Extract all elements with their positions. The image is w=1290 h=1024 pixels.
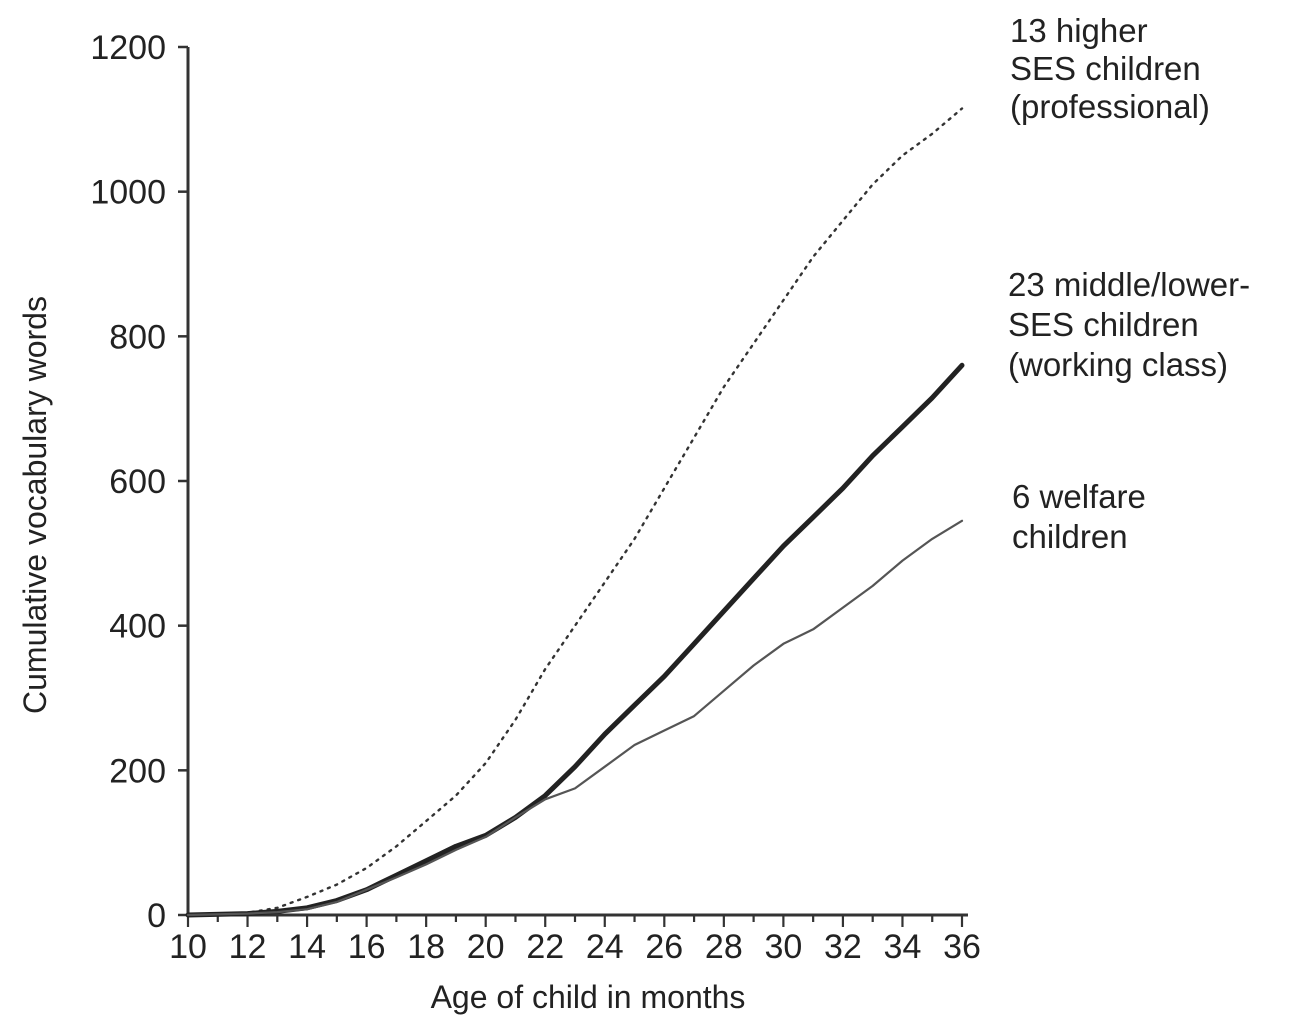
x-tick-label: 12 [229, 928, 267, 966]
x-tick-label: 30 [764, 928, 802, 966]
x-tick-label: 10 [169, 928, 207, 966]
y-tick-label: 400 [109, 608, 166, 646]
x-tick-label: 22 [526, 928, 564, 966]
x-axis-title: Age of child in months [431, 979, 746, 1015]
series-label-line: (professional) [1010, 88, 1210, 125]
series-label-2: 23 middle/lower-SES children(working cla… [1008, 266, 1250, 383]
x-tick-label: 34 [884, 928, 922, 966]
series-label-line: 13 higher [1010, 12, 1148, 49]
x-tick-label: 24 [586, 928, 624, 966]
axes: 0 200 400 600 800 1000 1200 10 12 14 16 18 20 22 24 26 2… [17, 29, 981, 1015]
y-tick-label: 1000 [90, 174, 166, 212]
y-axis-title: Cumulative vocabulary words [17, 296, 53, 714]
x-tick-label: 16 [348, 928, 386, 966]
y-tick-label: 1200 [90, 29, 166, 67]
series-label-line: SES children [1010, 50, 1201, 87]
x-tick-label: 18 [407, 928, 445, 966]
x-tick-label: 26 [645, 928, 683, 966]
x-tick-label: 14 [288, 928, 326, 966]
series-label-line: SES children [1008, 306, 1199, 343]
y-tick-label: 600 [109, 463, 166, 501]
series-line-2 [185, 362, 965, 918]
series-line-1 [186, 107, 964, 917]
series-label-line: 23 middle/lower- [1008, 266, 1250, 303]
series-label-line: (working class) [1008, 346, 1228, 383]
x-tick-label: 36 [943, 928, 981, 966]
x-tick-label: 28 [705, 928, 743, 966]
y-tick-label: 800 [109, 318, 166, 356]
y-tick-label: 0 [147, 897, 166, 935]
x-tick-label: 20 [467, 928, 505, 966]
series-line-3 [186, 519, 964, 917]
y-tick-label: 200 [109, 752, 166, 790]
series-label-line: 6 welfare [1012, 478, 1146, 515]
series-label-line: children [1012, 518, 1128, 555]
x-tick-label: 32 [824, 928, 862, 966]
series-layer [185, 107, 965, 918]
